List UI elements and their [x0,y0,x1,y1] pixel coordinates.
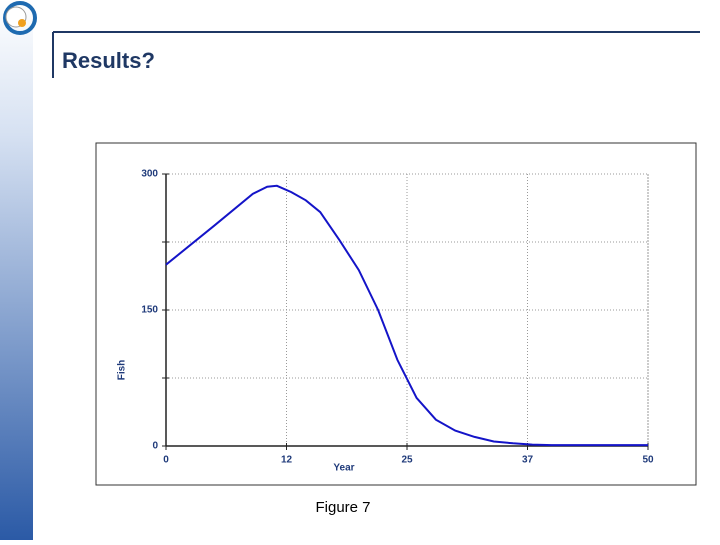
x-tick-label: 50 [642,455,654,466]
x-tick-label: 0 [163,455,169,466]
x-tick-label: 25 [401,455,413,466]
logo [3,1,37,35]
slide-title: Results? [62,48,155,73]
x-tick-label: 12 [281,455,293,466]
x-axis-label: Year [333,463,354,474]
data-line [165,184,648,447]
x-tick-label: 37 [522,455,534,466]
side-bar [0,0,33,540]
y-tick-label: 0 [152,441,158,452]
y-tick-label: 300 [141,169,158,180]
caption: Figure 7 [315,499,370,516]
y-axis-label: Fish [117,360,128,381]
y-tick-label: 150 [141,305,158,316]
plot: 0 150 300 0 12 25 37 50 Year Fish [117,169,654,474]
